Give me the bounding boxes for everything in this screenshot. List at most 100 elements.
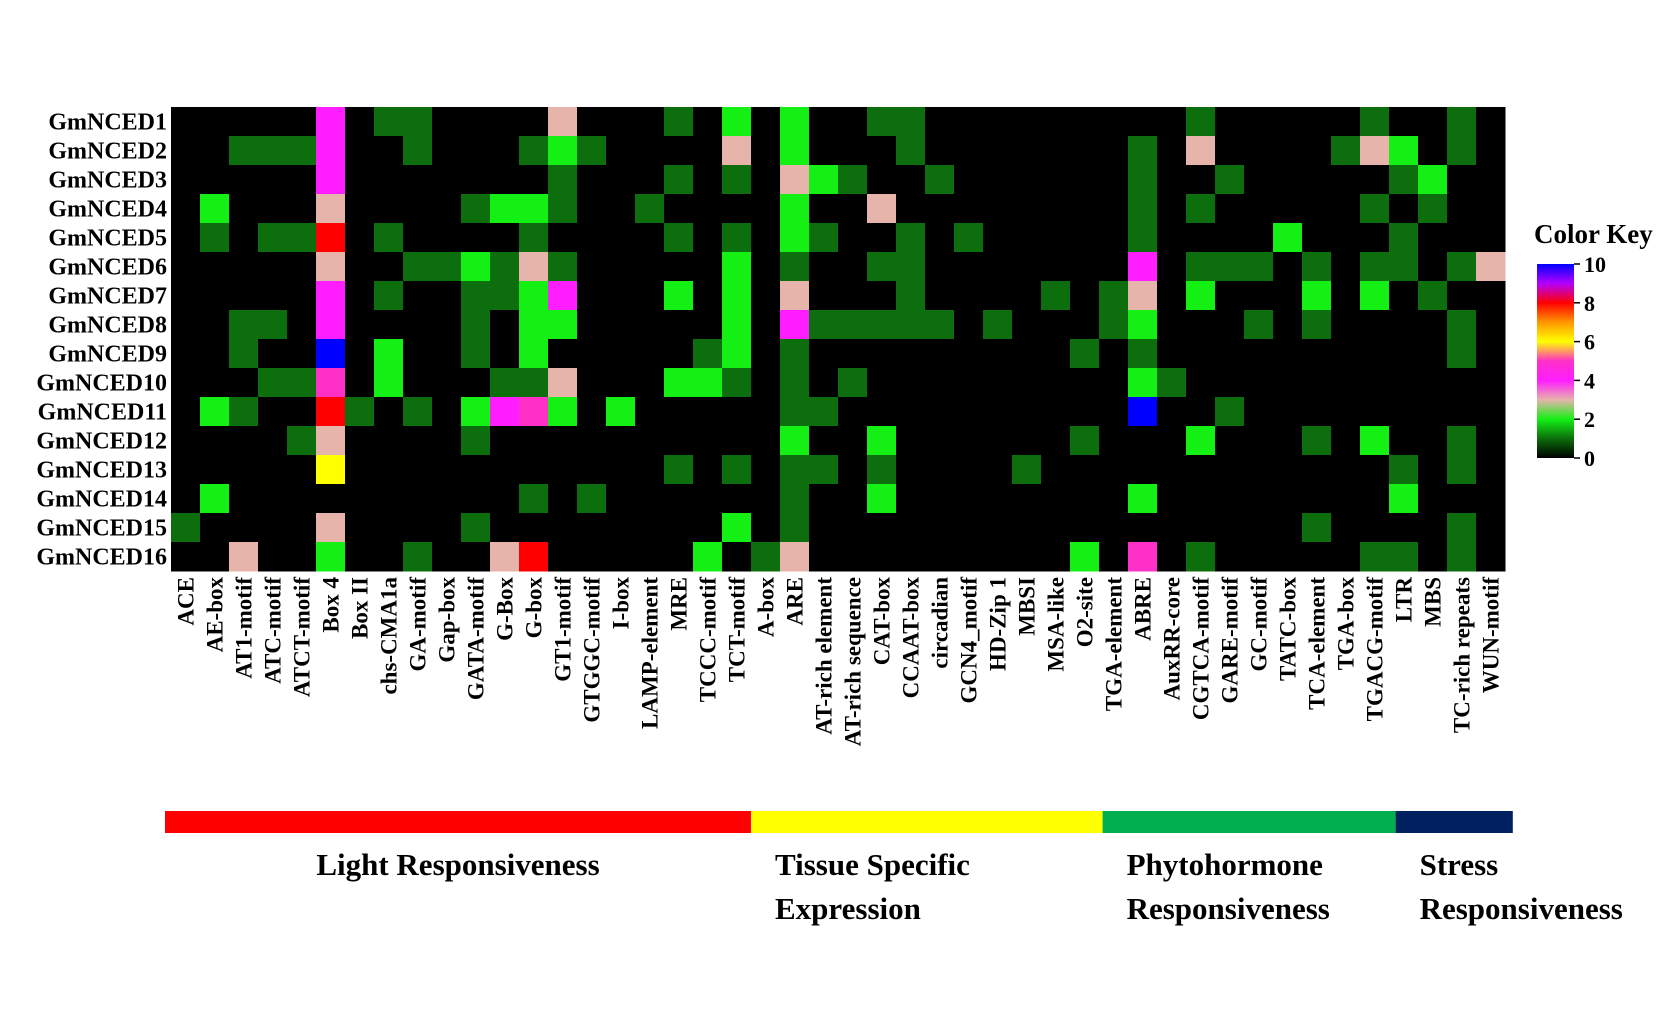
heatmap-cell — [983, 397, 1013, 427]
heatmap-cell — [1447, 368, 1477, 398]
heatmap-cell — [1331, 194, 1361, 224]
heatmap-cell — [461, 281, 491, 311]
heatmap-cell — [403, 542, 433, 572]
heatmap-cell — [229, 165, 259, 195]
column-label: ATC-motif — [261, 577, 286, 684]
heatmap-cell — [316, 281, 346, 311]
heatmap-cell — [722, 542, 752, 572]
heatmap-cell — [809, 542, 839, 572]
heatmap-cell — [490, 165, 520, 195]
category-label: Responsiveness — [1420, 891, 1623, 926]
heatmap-cell — [1418, 310, 1448, 340]
heatmap-cell — [1273, 136, 1303, 166]
heatmap-cell — [1099, 165, 1129, 195]
column-label: I-box — [609, 577, 634, 630]
heatmap-cell — [1070, 252, 1100, 282]
heatmap-cell — [1215, 252, 1245, 282]
column-label: HD-Zip 1 — [986, 577, 1011, 671]
heatmap-cell — [1128, 513, 1158, 543]
heatmap-cell — [548, 165, 578, 195]
heatmap-cell — [1157, 136, 1187, 166]
heatmap-cell — [1331, 252, 1361, 282]
heatmap-cell — [664, 107, 694, 137]
heatmap-cell — [403, 136, 433, 166]
heatmap-cell — [316, 339, 346, 369]
heatmap-cell — [200, 136, 230, 166]
heatmap-cell — [1244, 368, 1274, 398]
heatmap-cell — [983, 542, 1013, 572]
heatmap-cell — [838, 368, 868, 398]
row-labels: GmNCED1 GmNCED2 GmNCED3 GmNCED4 GmNCED5 GmNCE… — [36, 110, 167, 571]
heatmap-cell — [1128, 542, 1158, 572]
heatmap-cell — [1186, 107, 1216, 137]
heatmap-cell — [664, 484, 694, 514]
heatmap-cell — [606, 252, 636, 282]
heatmap-cell — [1302, 310, 1332, 340]
heatmap-cell — [896, 542, 926, 572]
heatmap-cell — [374, 136, 404, 166]
heatmap-cell — [896, 281, 926, 311]
column-label: AT-rich sequence — [841, 577, 866, 746]
heatmap-cell — [1418, 136, 1448, 166]
heatmap-cell — [200, 397, 230, 427]
heatmap-cell — [1302, 223, 1332, 253]
heatmap-cell — [287, 252, 317, 282]
heatmap-cell — [664, 513, 694, 543]
heatmap-cell — [287, 107, 317, 137]
heatmap-cell — [258, 107, 288, 137]
heatmap-cell — [896, 368, 926, 398]
heatmap-cell — [1157, 339, 1187, 369]
heatmap-cell — [1360, 513, 1390, 543]
heatmap-cell — [1157, 310, 1187, 340]
heatmap-cell — [374, 513, 404, 543]
category-label: Responsiveness — [1127, 891, 1330, 926]
heatmap-cell — [635, 136, 665, 166]
heatmap-cell — [1186, 397, 1216, 427]
heatmap-cell — [1157, 397, 1187, 427]
heatmap-cell — [722, 339, 752, 369]
heatmap-cell — [1273, 426, 1303, 456]
heatmap-cell — [519, 165, 549, 195]
heatmap-cell — [1157, 368, 1187, 398]
heatmap-cell — [171, 339, 201, 369]
heatmap-cell — [664, 281, 694, 311]
heatmap-cell — [432, 252, 462, 282]
heatmap-cell — [432, 339, 462, 369]
heatmap-cell — [432, 455, 462, 485]
heatmap-cell — [519, 310, 549, 340]
heatmap-cell — [1476, 426, 1506, 456]
heatmap-cell — [1244, 513, 1274, 543]
heatmap-cell — [316, 513, 346, 543]
heatmap-cell — [490, 455, 520, 485]
heatmap-cell — [1070, 368, 1100, 398]
heatmap-cell — [258, 484, 288, 514]
category-label: Light Responsiveness — [316, 847, 599, 882]
heatmap-cell — [1186, 252, 1216, 282]
heatmap-cell — [171, 484, 201, 514]
heatmap-cell — [664, 194, 694, 224]
heatmap-cell — [1360, 426, 1390, 456]
heatmap-cell — [780, 252, 810, 282]
heatmap-cell — [287, 542, 317, 572]
heatmap-cell — [838, 542, 868, 572]
heatmap-cell — [983, 426, 1013, 456]
heatmap-cell — [1128, 397, 1158, 427]
heatmap-cell — [1012, 484, 1042, 514]
heatmap-cell — [490, 542, 520, 572]
heatmap-cell — [577, 107, 607, 137]
heatmap-cell — [606, 223, 636, 253]
heatmap-cell — [896, 484, 926, 514]
heatmap-cell — [1012, 107, 1042, 137]
heatmap-cell — [374, 223, 404, 253]
heatmap-cell — [664, 542, 694, 572]
heatmap-cell — [374, 542, 404, 572]
heatmap-cell — [1389, 107, 1419, 137]
heatmap-cell — [1447, 252, 1477, 282]
heatmap-cell — [287, 165, 317, 195]
heatmap-cell — [867, 542, 897, 572]
heatmap-cell — [171, 252, 201, 282]
heatmap-cell — [200, 484, 230, 514]
heatmap-cell — [1070, 107, 1100, 137]
heatmap-cell — [519, 107, 549, 137]
